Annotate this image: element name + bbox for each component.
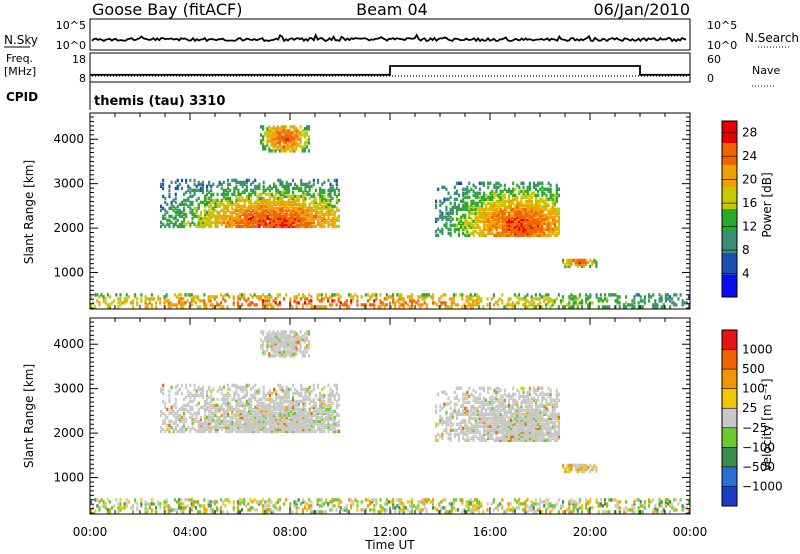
noise-sky-trace xyxy=(91,32,687,43)
colorbar-segment xyxy=(722,275,737,297)
colorbar-segment xyxy=(722,187,737,209)
noise-right-tick-bottom: 10^0 xyxy=(707,39,737,52)
colorbar-tick-label: 20 xyxy=(742,173,757,187)
nave-label: Nave xyxy=(752,64,780,77)
power-colorbar-label: Power [dB] xyxy=(760,172,774,237)
freq-right-tick-bottom: 0 xyxy=(707,72,714,85)
cpid-panel: CPID themis (tau) 3310 xyxy=(6,82,225,110)
date-title: 06/Jan/2010 xyxy=(593,0,690,19)
colorbar-tick-label: 28 xyxy=(742,126,757,140)
colorbar-segment xyxy=(722,388,737,409)
noise-right-tick-top: 10^5 xyxy=(707,19,737,32)
time-axis-title: Time UT xyxy=(364,538,415,552)
noise-left-tick-top: 10^5 xyxy=(56,19,86,32)
colorbar-tick-label: 12 xyxy=(742,220,757,234)
freq-left-tick-bottom: 8 xyxy=(79,72,86,85)
freq-right-tick-top: 60 xyxy=(707,53,721,66)
station-title: Goose Bay (fitACF) xyxy=(92,0,242,19)
colorbar-segment xyxy=(722,231,737,253)
colorbar-segment xyxy=(722,369,737,389)
y-tick-label: 4000 xyxy=(53,337,84,351)
power-colorbar: Power [dB] 4 8 12 16 20 24 28 xyxy=(721,120,774,298)
colorbar-segment xyxy=(722,486,737,506)
power-echoes xyxy=(90,125,690,309)
freq-unit-label: [MHz] xyxy=(4,65,36,78)
velocity-colorbar-label: Velocity [m s⁻¹] xyxy=(760,378,774,471)
y-tick-label: 4000 xyxy=(53,132,84,146)
colorbar-segment xyxy=(722,466,737,487)
noise-panel: N.Sky 10^5 10^0 10^5 10^0 N.Search xyxy=(4,18,799,52)
colorbar-tick-label: 25 xyxy=(742,401,757,415)
colorbar-tick-label: −25 xyxy=(742,421,767,435)
colorbar-tick-label: 500 xyxy=(742,362,765,376)
freq-label: Freq. xyxy=(6,52,33,65)
cpid-program: themis (tau) 3310 xyxy=(94,94,225,109)
beam-title: Beam 04 xyxy=(356,0,428,19)
cpid-label: CPID xyxy=(6,90,38,104)
x-tick-label: 12:00 xyxy=(373,525,408,539)
noise-left-label: N.Sky xyxy=(4,33,38,47)
colorbar-segment xyxy=(722,209,737,231)
colorbar-tick-label: −500 xyxy=(742,460,775,474)
frequency-panel: Freq. [MHz] 18 8 60 0 Nave xyxy=(4,52,780,87)
power-axis-ticks: 1000 2000 3000 4000 xyxy=(53,113,691,309)
x-tick-label: 16:00 xyxy=(473,525,508,539)
colorbar-segment xyxy=(722,447,737,467)
y-tick-label: 3000 xyxy=(53,382,84,396)
colorbar-tick-label: 16 xyxy=(742,196,757,210)
noise-left-tick-bottom: 10^0 xyxy=(56,39,86,52)
x-tick-label: 04:00 xyxy=(173,525,208,539)
colorbar-segment xyxy=(722,165,737,187)
colorbar-tick-label: −100 xyxy=(742,440,775,454)
colorbar-segment xyxy=(722,143,737,165)
y-tick-label: 2000 xyxy=(53,426,84,440)
y-tick-label: 1000 xyxy=(53,471,84,485)
colorbar-tick-label: 100 xyxy=(742,382,765,396)
velocity-y-label: Slant Range [km] xyxy=(22,364,36,468)
colorbar-segment xyxy=(722,330,737,350)
noise-right-label: N.Search xyxy=(745,31,799,45)
velocity-echoes xyxy=(90,330,690,514)
colorbar-segment xyxy=(722,408,737,428)
colorbar-segment xyxy=(722,349,737,370)
frequency-trace xyxy=(90,65,690,76)
y-tick-label: 2000 xyxy=(53,221,84,235)
colorbar-tick-label: −1000 xyxy=(742,479,783,493)
power-y-label: Slant Range [km] xyxy=(22,160,36,264)
velocity-axis-ticks: 1000 2000 3000 4000 xyxy=(53,318,691,514)
power-panel: Slant Range [km] 1000 2000 3000 4000 xyxy=(22,112,691,310)
x-tick-label: 00:00 xyxy=(73,525,108,539)
y-tick-label: 1000 xyxy=(53,266,84,280)
colorbar-tick-label: 24 xyxy=(742,149,757,163)
colorbar-tick-label: 8 xyxy=(742,243,750,257)
x-tick-label: 00:00 xyxy=(673,525,708,539)
velocity-colorbar: Velocity [m s⁻¹] 1000 500 100 25 −25 −100 −500… xyxy=(721,329,783,507)
colorbar-tick-label: 4 xyxy=(742,267,750,281)
colorbar-segment xyxy=(722,121,737,143)
y-tick-label: 3000 xyxy=(53,177,84,191)
freq-left-tick-top: 18 xyxy=(72,53,86,66)
x-tick-label: 20:00 xyxy=(573,525,608,539)
time-axis-labels: 00:00 04:00 08:00 12:00 16:00 20:00 00:00 xyxy=(73,525,708,539)
colorbar-segment xyxy=(722,253,737,275)
x-tick-label: 08:00 xyxy=(273,525,308,539)
colorbar-tick-label: 1000 xyxy=(742,343,773,357)
colorbar-segment xyxy=(722,427,737,448)
